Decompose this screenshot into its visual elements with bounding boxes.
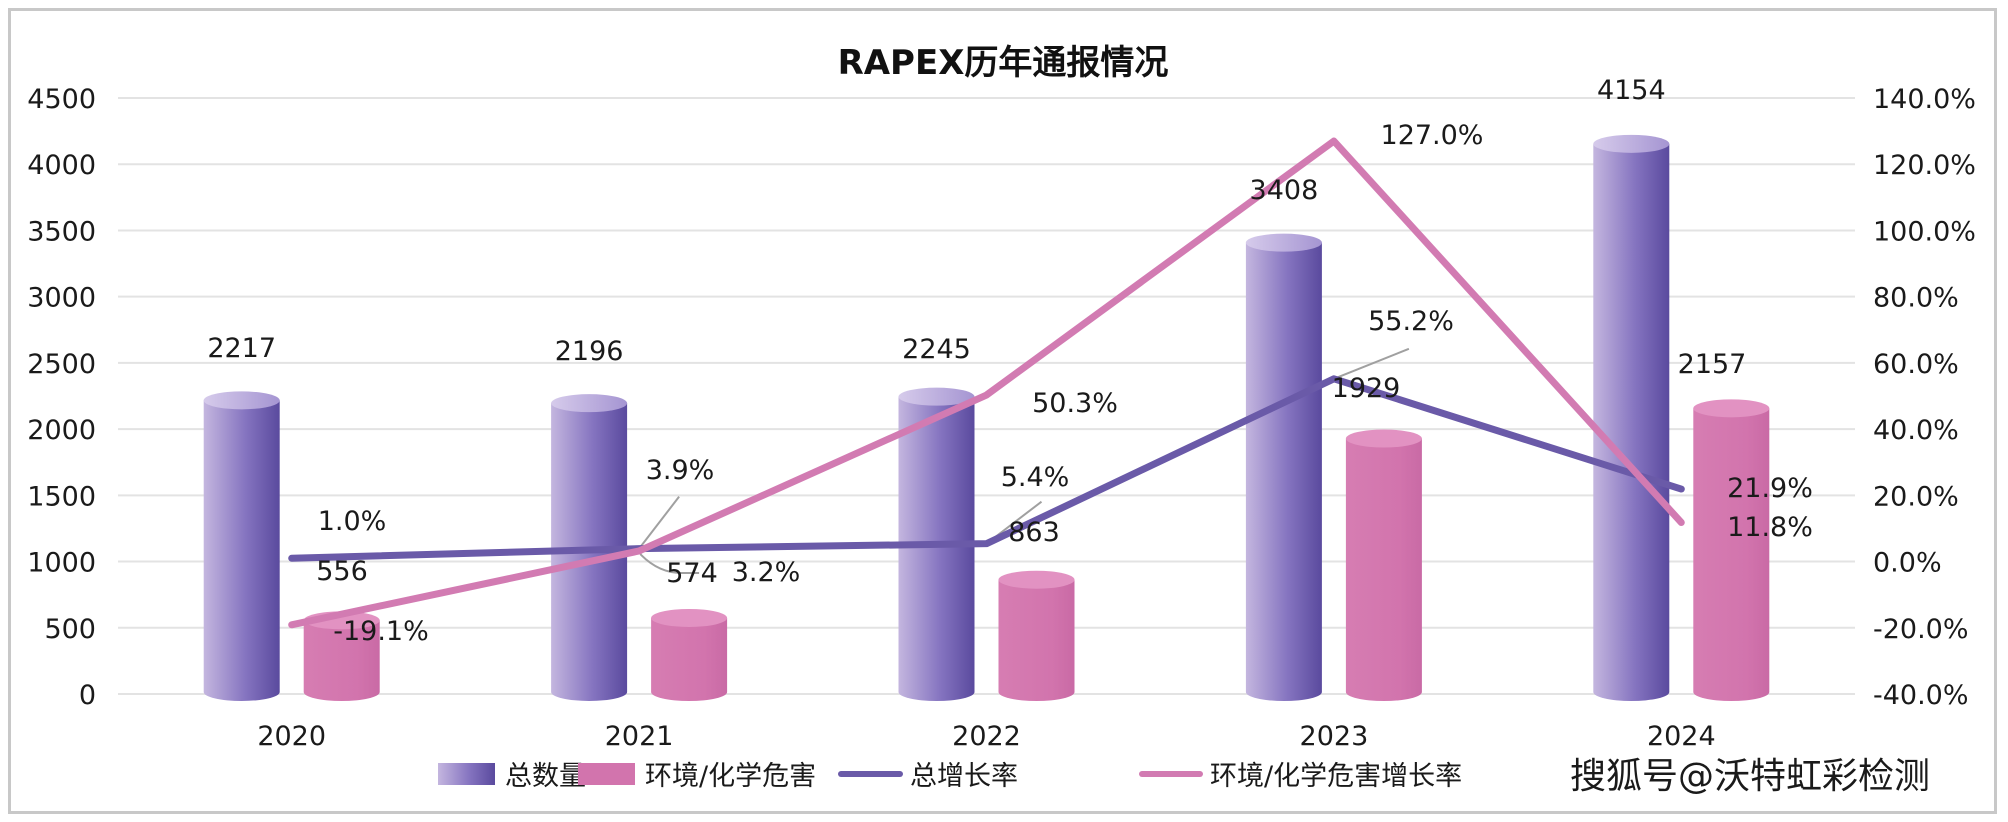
legend-label-chem-rate: 环境/化学危害增长率 <box>1210 761 1462 792</box>
left-tick-label: 1000 <box>27 548 96 579</box>
x-tick-label: 2024 <box>1647 721 1716 752</box>
bar-total-cap <box>1245 233 1322 252</box>
chart-title: RAPEX历年通报情况 <box>838 43 1169 83</box>
bar-chem-body <box>1693 408 1770 702</box>
right-tick-label: 0.0% <box>1873 548 1942 579</box>
bar-chem <box>1693 399 1770 702</box>
left-tick-label: 500 <box>44 614 96 645</box>
data-label-chem: 863 <box>1008 517 1060 548</box>
left-tick-label: 3500 <box>27 216 96 247</box>
right-tick-label: -20.0% <box>1873 614 1969 645</box>
legend-swatch-chem <box>578 763 635 785</box>
bar-chem-cap <box>651 608 728 627</box>
data-label-chem: 574 <box>666 558 718 589</box>
leader-line <box>1333 347 1410 380</box>
x-tick-label: 2021 <box>605 721 674 752</box>
right-tick-label: 20.0% <box>1873 481 1959 512</box>
right-axis: -40.0% -20.0% 0.0% 20.0% 40.0% 60.0% 80.0% 100.… <box>1873 84 1976 711</box>
x-tick-label: 2020 <box>257 721 326 752</box>
leader-line <box>638 496 680 550</box>
left-tick-label: 4500 <box>27 84 96 115</box>
bar-total-cap <box>1593 134 1670 153</box>
data-label-total: 2245 <box>902 334 971 365</box>
bar-chem <box>998 570 1075 702</box>
legend: 总数量 环境/化学危害 总增长率 环境/化学危害增长率 <box>438 761 1462 792</box>
data-label-total-rate: 1.0% <box>318 506 387 537</box>
x-tick-label: 2023 <box>1300 721 1369 752</box>
bar-chem-cap <box>1693 399 1770 418</box>
data-label-chem: 2157 <box>1678 349 1747 380</box>
line-total-rate <box>288 375 1685 562</box>
lines <box>288 137 1685 629</box>
right-tick-label: 60.0% <box>1873 349 1959 380</box>
left-axis: 0 500 1000 1500 2000 2500 3000 3500 4000 4500 <box>27 84 96 711</box>
right-tick-label: 120.0% <box>1873 150 1976 181</box>
bar-total-cap <box>898 387 975 406</box>
legend-swatch-total <box>438 763 495 785</box>
data-label-total-rate: 55.2% <box>1368 306 1454 337</box>
bars <box>203 134 1770 702</box>
legend-label-total: 总数量 <box>505 761 586 792</box>
data-label-chem: 1929 <box>1332 373 1401 404</box>
bar-total <box>1245 233 1322 702</box>
data-label-total-rate: 5.4% <box>1001 462 1070 493</box>
right-tick-label: 140.0% <box>1873 84 1976 115</box>
line-chem-rate <box>288 137 1685 629</box>
data-label-total: 3408 <box>1250 175 1319 206</box>
data-label-chem-rate: 50.3% <box>1032 388 1118 419</box>
data-label-chem-rate: 3.2% <box>732 557 801 588</box>
left-tick-label: 3000 <box>27 283 96 314</box>
right-tick-label: -40.0% <box>1873 680 1969 711</box>
bar-chem-body <box>998 579 1075 702</box>
bar-total-body <box>1593 143 1670 702</box>
left-tick-label: 4000 <box>27 150 96 181</box>
data-label-chem-rate: 11.8% <box>1727 512 1813 543</box>
x-tick-label: 2022 <box>952 721 1021 752</box>
data-label-total: 2196 <box>555 336 624 367</box>
left-tick-label: 1500 <box>27 481 96 512</box>
data-label-total-rate: 3.9% <box>646 455 715 486</box>
leader-line <box>638 550 700 574</box>
right-tick-label: 80.0% <box>1873 283 1959 314</box>
watermark: 搜狐号@沃特虹彩检测 <box>1570 756 1930 797</box>
data-label-total: 2217 <box>207 333 276 364</box>
left-tick-label: 2000 <box>27 415 96 446</box>
legend-label-chem: 环境/化学危害 <box>645 761 816 792</box>
left-tick-label: 0 <box>79 680 96 711</box>
right-tick-label: 40.0% <box>1873 415 1959 446</box>
bar-total <box>203 391 280 701</box>
bar-total-cap <box>551 394 628 413</box>
gridlines <box>118 97 1855 695</box>
bar-chem <box>1345 429 1422 702</box>
bar-chem-cap <box>998 570 1075 589</box>
legend-label-total-rate: 总增长率 <box>910 761 1018 792</box>
bar-total-cap <box>203 391 280 410</box>
bar-total-body <box>1245 242 1322 702</box>
bar-total-body <box>203 400 280 701</box>
left-tick-label: 2500 <box>27 349 96 380</box>
data-label-total-rate: 21.9% <box>1727 473 1813 504</box>
x-axis: 2020 2021 2022 2023 2024 <box>257 721 1715 752</box>
bar-total-body <box>898 396 975 702</box>
data-label-total: 4154 <box>1597 75 1666 106</box>
bar-chem-body <box>651 617 728 702</box>
bar-chem-body <box>1345 438 1422 702</box>
bar-chem-body <box>303 620 380 702</box>
bar-total <box>898 387 975 702</box>
bar-chem <box>651 608 728 702</box>
right-tick-label: 100.0% <box>1873 216 1976 247</box>
data-labels: 2217 2196 2245 3408 4154 556 574 863 1929 2157 1.0… <box>207 75 1813 647</box>
bar-chem-cap <box>1345 429 1422 448</box>
data-label-chem-rate: 127.0% <box>1381 120 1484 151</box>
data-label-chem-rate: -19.1% <box>333 616 429 647</box>
bar-total <box>1593 134 1670 702</box>
data-label-chem: 556 <box>316 556 368 587</box>
